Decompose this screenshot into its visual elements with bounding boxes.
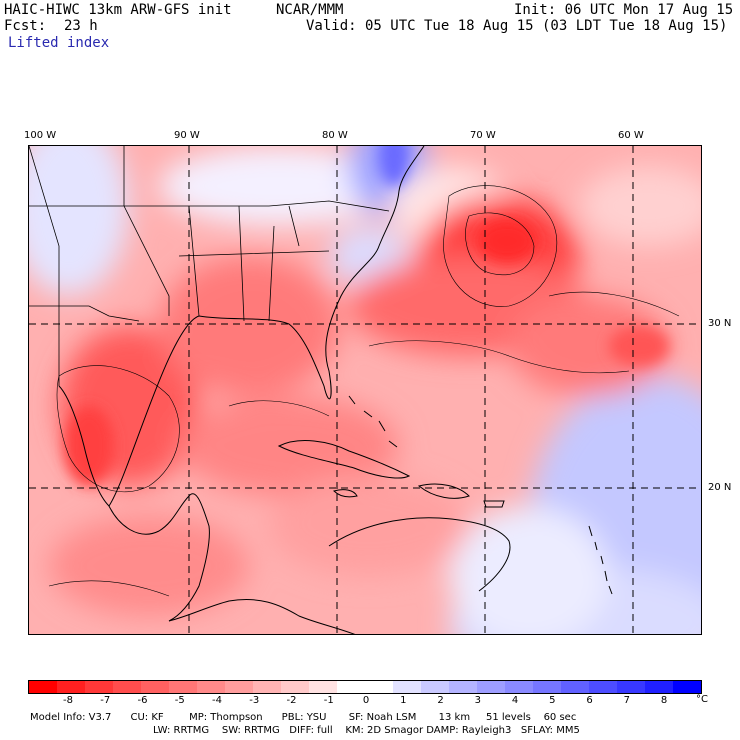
colorbar-swatch [253, 681, 281, 693]
colorbar-tick-label: 0 [362, 695, 370, 706]
colorbar-swatch [29, 681, 57, 693]
colorbar-swatch [365, 681, 393, 693]
colorbar-tick-label: -4 [212, 695, 222, 706]
colorbar-ticks: -8 -7 -6 -5 -4 -3 -2 -1 0 1 2 3 4 5 6 7 8 [28, 695, 702, 709]
colorbar-swatch [645, 681, 673, 693]
colorbar-swatch [337, 681, 365, 693]
colorbar-swatch [197, 681, 225, 693]
lon-label-60w: 60 W [618, 130, 644, 141]
colorbar-tick-label: 2 [437, 695, 444, 706]
model-info-line2: LW: RRTMG SW: RRTMG DIFF: full KM: 2D Sm… [153, 725, 580, 736]
political-borders [29, 146, 390, 386]
lon-label-80w: 80 W [322, 130, 348, 141]
colorbar-swatch [449, 681, 477, 693]
colorbar-tick-label: -8 [63, 695, 73, 706]
map-canvas [29, 146, 701, 634]
colorbar-tick-label: 4 [511, 695, 519, 706]
valid-time: Valid: 05 UTC Tue 18 Aug 15 (03 LDT Tue … [306, 18, 728, 34]
lon-label-100w: 100 W [24, 130, 57, 141]
colorbar-swatch [589, 681, 617, 693]
model-title: HAIC-HIWC 13km ARW-GFS init [4, 2, 232, 18]
colorbar-tick-label: 8 [660, 695, 668, 706]
coastlines [58, 146, 613, 634]
colorbar-swatch [393, 681, 421, 693]
colorbar-swatch [673, 681, 701, 693]
forecast-label: Fcst: [4, 18, 47, 34]
lon-label-70w: 70 W [470, 130, 496, 141]
colorbar-tick-label: 7 [623, 695, 630, 706]
colorbar-tick-label: -5 [174, 695, 185, 706]
colorbar-tick-label: -3 [249, 695, 260, 706]
colorbar-swatch [309, 681, 337, 693]
colorbar-tick-label: 1 [400, 695, 407, 706]
init-time: Init: 06 UTC Mon 17 Aug 15 [514, 2, 734, 18]
colorbar-unit: °C [696, 694, 708, 705]
colorbar-swatch [281, 681, 309, 693]
org-label: NCAR/MMM [276, 2, 344, 18]
lat-label-30n: 30 N [708, 318, 732, 329]
colorbar-swatch [617, 681, 645, 693]
colorbar-swatch [421, 681, 449, 693]
instability-field [29, 146, 701, 634]
lifted-index-map[interactable] [28, 145, 702, 635]
colorbar-tick-label: -1 [323, 695, 334, 706]
lat-lon-grid [29, 146, 701, 634]
lat-label-20n: 20 N [708, 482, 732, 493]
colorbar-tick-label: 3 [474, 695, 481, 706]
strong-instability-pockets [64, 146, 669, 486]
colorbar-swatch [57, 681, 85, 693]
forecast-hour: 23 h [64, 18, 98, 34]
colorbar-tick-label: 5 [549, 695, 556, 706]
colorbar-swatch [225, 681, 253, 693]
colorbar-swatch [533, 681, 561, 693]
colorbar-swatch [505, 681, 533, 693]
colorbar-swatch [85, 681, 113, 693]
contour-lines [48, 185, 680, 597]
colorbar-swatch [477, 681, 505, 693]
field-name: Lifted index [8, 35, 110, 51]
colorbar-swatch [561, 681, 589, 693]
model-info-line1: Model Info: V3.7 CU: KF MP: Thompson PBL… [30, 712, 577, 723]
colorbar-swatch [169, 681, 197, 693]
lon-label-90w: 90 W [174, 130, 200, 141]
colorbar-tick-label: -6 [137, 695, 148, 706]
colorbar-swatch [141, 681, 169, 693]
colorbar-tick-label: -7 [100, 695, 111, 706]
colorbar-swatch [113, 681, 141, 693]
colorbar [28, 680, 702, 694]
colorbar-tick-label: -2 [286, 695, 297, 706]
colorbar-tick-label: 6 [586, 695, 593, 706]
